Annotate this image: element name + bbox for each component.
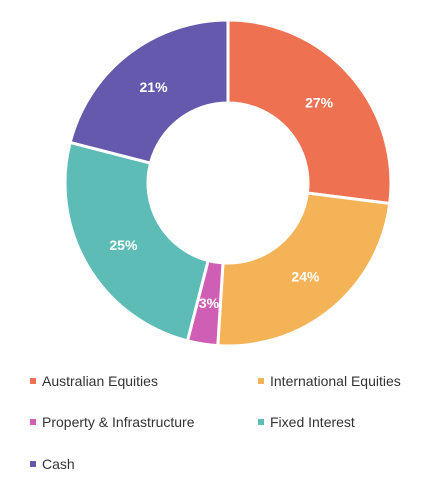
legend-item-cash: Cash [30,456,75,472]
donut-chart-svg: 27% 24% 3% 25% 21% [63,18,393,348]
slice-label-international-equities: 24% [291,269,320,285]
legend-label-cash: Cash [42,456,75,472]
legend: Australian Equities International Equiti… [0,366,428,486]
legend-item-fixed-interest: Fixed Interest [258,414,355,430]
legend-swatch-cash [30,461,36,467]
donut-chart: 27% 24% 3% 25% 21% [63,18,393,348]
legend-swatch-fixed-interest [258,419,264,425]
slice-fixed-interest [63,140,210,343]
legend-swatch-international-equities [258,378,264,384]
legend-item-international-equities: International Equities [258,373,401,389]
legend-swatch-australian-equities [30,378,36,384]
legend-swatch-property-infrastructure [30,419,36,425]
legend-item-property-infrastructure: Property & Infrastructure [30,414,195,430]
slice-cash [68,18,230,165]
slice-label-cash: 21% [140,79,169,95]
legend-label-fixed-interest: Fixed Interest [270,414,355,430]
legend-label-international-equities: International Equities [270,373,401,389]
slice-label-property-infrastructure: 3% [199,295,220,311]
slice-label-australian-equities: 27% [305,95,334,111]
slice-label-fixed-interest: 25% [109,237,138,253]
legend-label-property-infrastructure: Property & Infrastructure [42,414,195,430]
legend-label-australian-equities: Australian Equities [42,373,158,389]
legend-item-australian-equities: Australian Equities [30,373,158,389]
slice-australian-equities [226,18,393,206]
slice-international-equities [216,191,392,348]
